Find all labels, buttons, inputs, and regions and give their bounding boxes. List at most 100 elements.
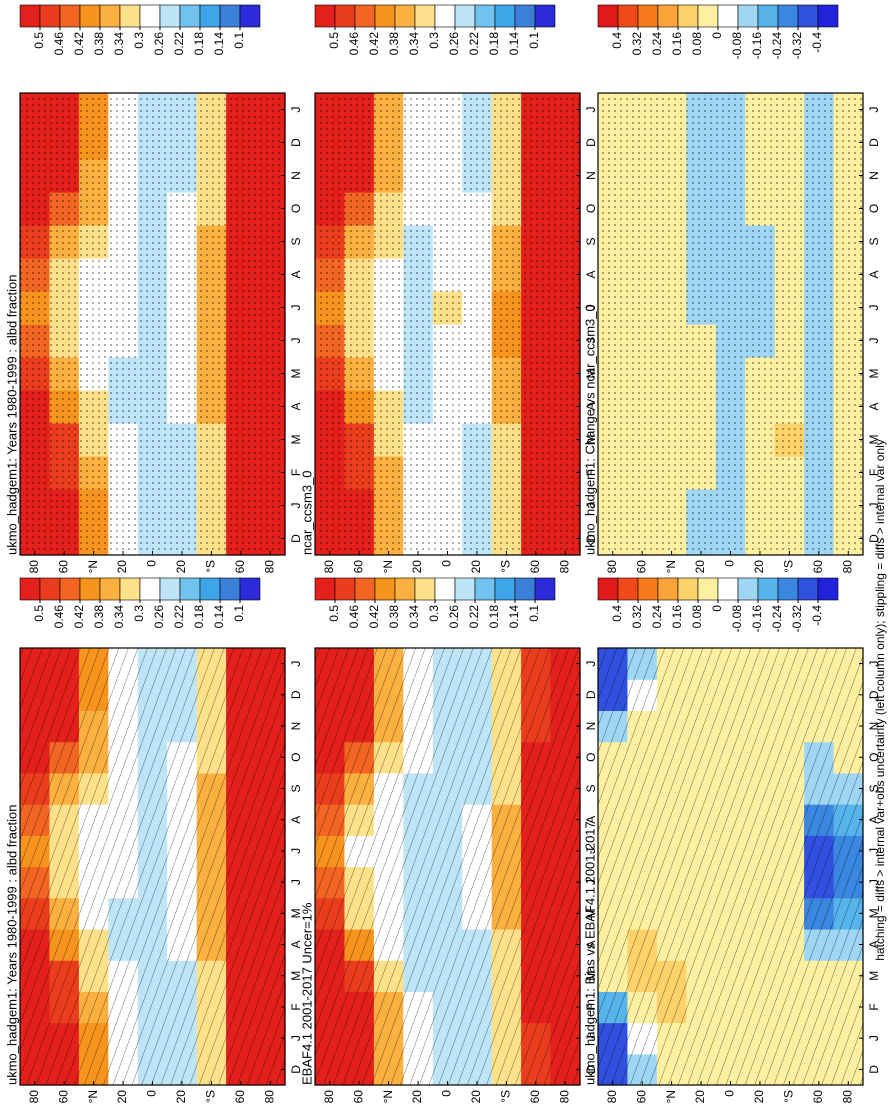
x-tick-label: A <box>289 402 303 410</box>
y-tick-label: °N <box>86 1090 100 1103</box>
y-tick-label: 60 <box>351 1090 365 1104</box>
colorbar-box <box>697 4 719 28</box>
colorbar-label: 0.42 <box>72 605 86 629</box>
colorbar-box <box>19 577 41 601</box>
y-tick-label: 80 <box>557 560 571 574</box>
x-tick-label: M <box>584 971 598 981</box>
colorbar-box <box>777 577 799 601</box>
colorbar-label: 0.14 <box>212 605 226 629</box>
colorbar-box <box>79 4 101 28</box>
colorbar-box <box>454 4 476 28</box>
colorbar-box <box>239 4 261 28</box>
y-tick-label: 80 <box>322 1090 336 1104</box>
colorbar-box <box>39 577 61 601</box>
x-tick-label: M <box>289 908 303 918</box>
colorbar-box <box>817 577 839 601</box>
colorbar-label: -0.24 <box>770 32 784 60</box>
colorbar-box <box>239 577 261 601</box>
x-tick-label: F <box>867 469 881 476</box>
colorbar-box <box>139 577 161 601</box>
colorbar-label: 0.1 <box>527 32 541 49</box>
colorbar-label: 0.1 <box>527 605 541 622</box>
y-tick-label: 0 <box>440 560 454 567</box>
colorbar-box <box>617 4 639 28</box>
colorbar-box <box>99 577 121 601</box>
x-tick-label: A <box>584 941 598 949</box>
significance-overlay <box>20 648 285 1085</box>
colorbar-label: 0.46 <box>347 32 361 56</box>
y-tick-label: 20 <box>693 560 707 574</box>
colorbar-box <box>697 577 719 601</box>
colorbar-box <box>219 577 241 601</box>
colorbar-label: -0.08 <box>730 32 744 60</box>
colorbar-box <box>717 4 739 28</box>
colorbar-box <box>757 4 779 28</box>
colorbar-label: 0.24 <box>650 32 664 56</box>
y-tick-label: 20 <box>469 560 483 574</box>
y-tick-label: 80 <box>840 1090 854 1104</box>
colorbar-box <box>474 4 496 28</box>
x-tick-label: D <box>289 690 303 699</box>
x-tick-label: N <box>584 722 598 731</box>
colorbar-box <box>474 577 496 601</box>
panel-title: ukmo_hadgem1: Years 1980-1999 : albd fra… <box>4 275 19 555</box>
x-tick-label: J <box>289 848 303 854</box>
colorbar-label: 0.1 <box>232 32 246 49</box>
colorbar-box <box>199 4 221 28</box>
colorbar-box <box>414 4 436 28</box>
y-tick-label: 20 <box>174 1090 188 1104</box>
y-tick-label: 80 <box>840 560 854 574</box>
x-tick-label: D <box>867 690 881 699</box>
x-tick-label: J <box>867 661 881 667</box>
colorbar-label: 0.42 <box>367 605 381 629</box>
y-tick-label: °S <box>782 560 796 573</box>
colorbar-box <box>334 577 356 601</box>
x-tick-label: N <box>867 171 881 180</box>
colorbar-box <box>514 577 536 601</box>
colorbar-box <box>657 577 679 601</box>
colorbar-box <box>19 4 41 28</box>
colorbar-box <box>494 577 516 601</box>
colorbar-label: 0.34 <box>112 32 126 56</box>
x-tick-label: J <box>867 338 881 344</box>
colorbar-label: 0.18 <box>487 32 501 56</box>
x-tick-label: O <box>867 204 881 213</box>
y-tick-label: °S <box>499 1090 513 1103</box>
y-tick-label: °N <box>664 560 678 573</box>
colorbar-box <box>617 577 639 601</box>
x-tick-label: M <box>867 971 881 981</box>
panel-title: ukmo_hadgem1: Change vs ncar_ccsm3_0 <box>582 304 597 555</box>
x-tick-label: N <box>584 171 598 180</box>
x-tick-label: D <box>584 1065 598 1074</box>
x-tick-label: O <box>289 204 303 213</box>
x-tick-label: D <box>584 690 598 699</box>
colorbar-box <box>119 577 141 601</box>
colorbar-box <box>597 4 619 28</box>
colorbar-label: -0.24 <box>770 605 784 633</box>
x-tick-label: J <box>584 107 598 113</box>
x-tick-label: J <box>289 305 303 311</box>
colorbar-box <box>179 577 201 601</box>
colorbar-label: 0.5 <box>32 32 46 49</box>
colorbar-label: 0.18 <box>487 605 501 629</box>
colorbar-box <box>394 577 416 601</box>
significance-overlay <box>598 648 863 1085</box>
colorbar-box <box>119 4 141 28</box>
x-tick-label: F <box>584 1003 598 1010</box>
x-tick-label: A <box>584 402 598 410</box>
colorbar-label: 0.38 <box>92 605 106 629</box>
colorbar-label: 0.22 <box>467 32 481 56</box>
colorbar-box <box>354 4 376 28</box>
colorbar-box <box>79 577 101 601</box>
colorbar-label: 0.3 <box>427 605 441 622</box>
y-tick-label: 60 <box>56 1090 70 1104</box>
x-tick-label: D <box>289 534 303 543</box>
colorbar-label: 0.24 <box>650 605 664 629</box>
panel-title: ncar_ccsm3_0 <box>299 470 314 555</box>
x-tick-label: J <box>867 305 881 311</box>
colorbar-box <box>717 577 739 601</box>
panel-title: ukmo_hadgem1: Bias vs EBAF4.1 2001-2017 <box>582 821 597 1085</box>
colorbar-box <box>757 577 779 601</box>
y-tick-label: °S <box>204 1090 218 1103</box>
colorbar-label: 0.1 <box>232 605 246 622</box>
